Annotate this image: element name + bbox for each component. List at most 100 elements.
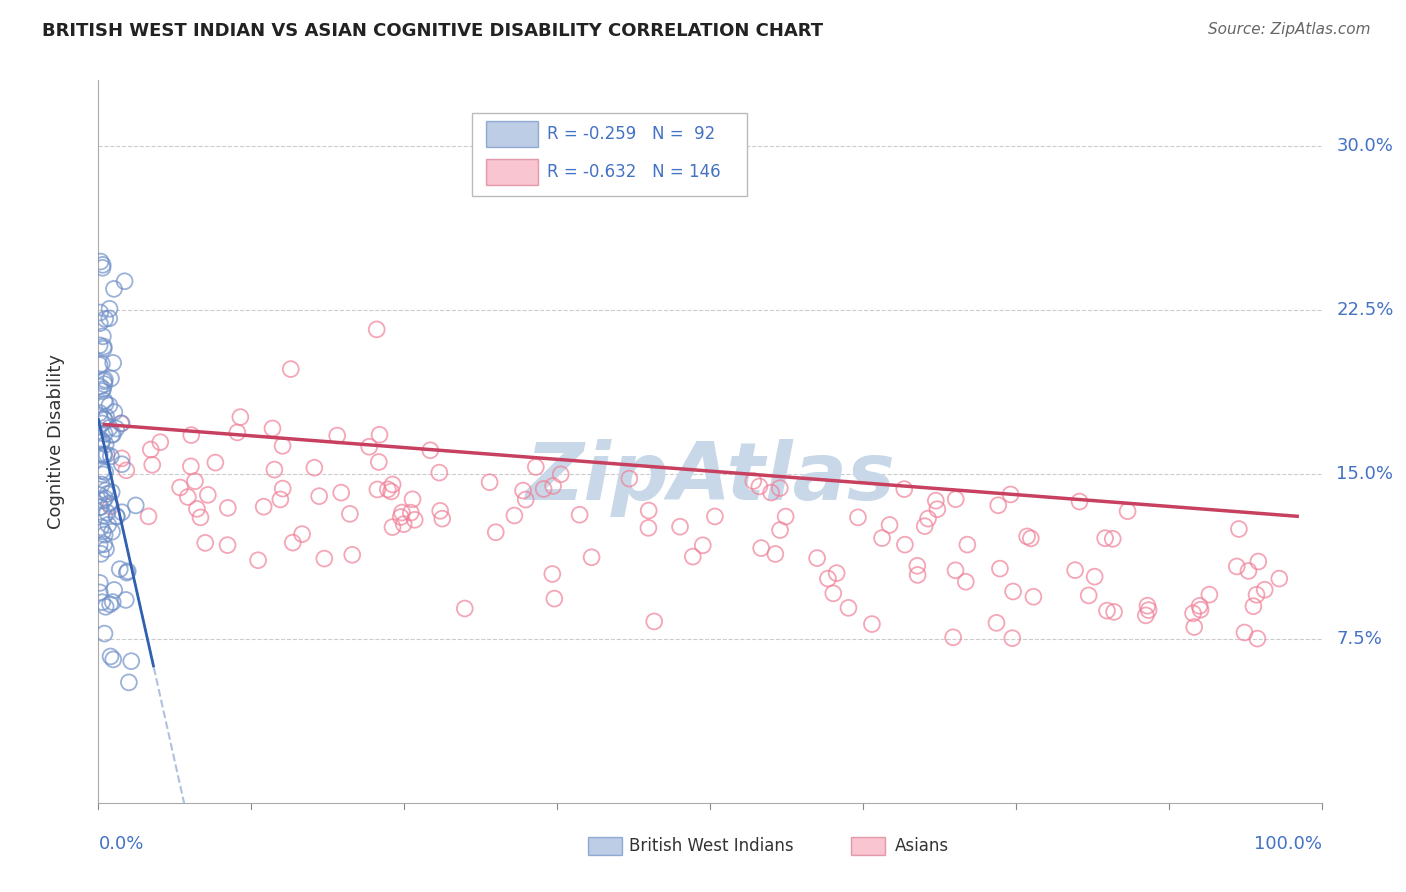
- Point: [533, 482, 555, 496]
- Point: [988, 561, 1011, 575]
- Point: [90, 547, 112, 561]
- Point: [692, 538, 714, 552]
- Point: [217, 500, 239, 515]
- Point: [103, 405, 125, 419]
- Point: [339, 507, 361, 521]
- Point: [111, 451, 134, 466]
- Point: [280, 362, 302, 376]
- Point: [101, 524, 124, 539]
- Point: [115, 566, 138, 580]
- Point: [399, 506, 422, 520]
- Point: [1182, 607, 1205, 621]
- Point: [263, 462, 285, 476]
- Point: [942, 630, 965, 644]
- Point: [91, 595, 114, 609]
- Point: [111, 457, 134, 471]
- Point: [100, 371, 122, 385]
- Point: [366, 483, 388, 497]
- Point: [94, 396, 117, 410]
- Point: [93, 508, 115, 523]
- Bar: [588, 837, 621, 855]
- Point: [271, 482, 294, 496]
- Point: [103, 652, 125, 666]
- Text: 30.0%: 30.0%: [1336, 137, 1393, 155]
- Point: [103, 282, 125, 296]
- Point: [485, 525, 508, 540]
- Point: [927, 502, 949, 516]
- Point: [93, 626, 115, 640]
- Point: [359, 440, 381, 454]
- Point: [96, 447, 118, 461]
- Point: [925, 493, 948, 508]
- Point: [1246, 588, 1268, 602]
- Point: [1094, 531, 1116, 545]
- Point: [93, 340, 115, 354]
- Point: [100, 485, 122, 500]
- Point: [111, 505, 134, 519]
- Point: [917, 511, 939, 525]
- Point: [138, 509, 160, 524]
- Point: [110, 417, 132, 431]
- Point: [89, 585, 111, 599]
- Point: [117, 564, 139, 578]
- Point: [94, 465, 117, 479]
- Point: [643, 615, 665, 629]
- Text: Asians: Asians: [894, 838, 949, 855]
- Point: [342, 548, 364, 562]
- Point: [769, 523, 792, 537]
- Point: [1116, 504, 1139, 518]
- Point: [180, 428, 202, 442]
- Text: Source: ZipAtlas.com: Source: ZipAtlas.com: [1208, 22, 1371, 37]
- Point: [1246, 632, 1268, 646]
- Point: [100, 450, 122, 464]
- Point: [1226, 559, 1249, 574]
- Point: [269, 492, 291, 507]
- Point: [637, 503, 659, 517]
- Point: [914, 519, 936, 533]
- Text: 0.0%: 0.0%: [98, 835, 143, 854]
- Point: [89, 538, 111, 552]
- Point: [637, 521, 659, 535]
- Point: [90, 520, 112, 534]
- Text: R = -0.632   N = 146: R = -0.632 N = 146: [547, 163, 721, 181]
- Point: [541, 479, 564, 493]
- Point: [204, 456, 226, 470]
- Text: 15.0%: 15.0%: [1336, 466, 1393, 483]
- Point: [91, 382, 114, 396]
- Point: [93, 426, 115, 441]
- Point: [894, 538, 917, 552]
- Point: [91, 467, 114, 482]
- Point: [1137, 603, 1160, 617]
- Point: [120, 654, 142, 668]
- Point: [100, 649, 122, 664]
- Point: [669, 519, 692, 533]
- Point: [90, 500, 112, 514]
- Point: [141, 458, 163, 472]
- Point: [98, 420, 121, 434]
- FancyBboxPatch shape: [471, 112, 747, 196]
- Point: [91, 417, 114, 431]
- Point: [775, 509, 797, 524]
- Point: [1017, 529, 1039, 543]
- Point: [1101, 532, 1123, 546]
- Text: R = -0.259   N =  92: R = -0.259 N = 92: [547, 126, 716, 144]
- Point: [524, 460, 547, 475]
- Point: [115, 463, 138, 477]
- Point: [247, 553, 270, 567]
- Point: [512, 483, 534, 498]
- Point: [817, 572, 839, 586]
- Point: [98, 597, 121, 611]
- Point: [478, 475, 501, 490]
- Point: [1000, 487, 1022, 501]
- Point: [89, 358, 111, 372]
- Point: [748, 479, 770, 493]
- Point: [139, 442, 162, 457]
- Point: [100, 428, 122, 442]
- Bar: [486, 159, 537, 185]
- Text: British West Indians: British West Indians: [630, 838, 794, 855]
- Point: [197, 488, 219, 502]
- Point: [105, 509, 128, 524]
- Point: [101, 595, 124, 609]
- Point: [419, 443, 441, 458]
- Point: [114, 274, 136, 288]
